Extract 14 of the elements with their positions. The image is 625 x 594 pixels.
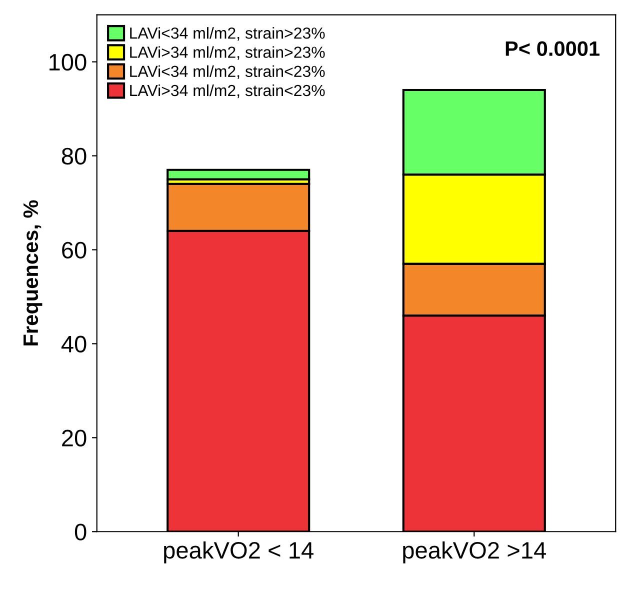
legend-label: LAVi<34 ml/m2, strain<23% — [130, 65, 325, 79]
legend-label: LAVi>34 ml/m2, strain<23% — [130, 84, 325, 98]
y-tick-label: 80 — [62, 148, 86, 165]
legend-label: LAVi<34 ml/m2, strain>23% — [130, 27, 325, 41]
x-tick-label: peakVO2 >14 — [403, 541, 546, 564]
y-tick-label: 100 — [50, 54, 86, 71]
y-tick-label: 60 — [62, 242, 86, 259]
y-tick-label: 0 — [74, 524, 86, 540]
x-tick-label: peakVO2 < 14 — [164, 541, 314, 564]
y-axis-title: Frequences, % — [23, 200, 42, 346]
y-tick-label: 20 — [62, 430, 86, 446]
legend-label: LAVi>34 ml/m2, strain>23% — [130, 46, 325, 60]
y-tick-label: 40 — [61, 336, 86, 352]
annotation: P< 0.0001 — [506, 41, 600, 56]
